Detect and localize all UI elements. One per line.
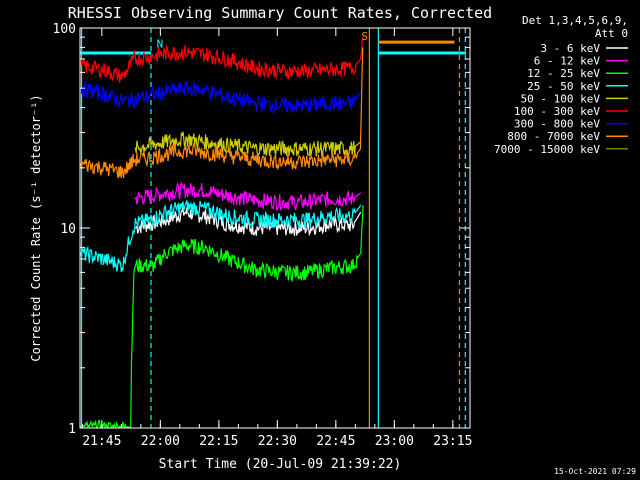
series-line-3 (79, 200, 362, 273)
annotation-1: S (361, 30, 368, 43)
series-5 (79, 37, 364, 83)
series-7 (79, 47, 364, 179)
y-tick-label-1: 10 (60, 222, 76, 237)
x-tick-label-4: 22:45 (316, 434, 355, 449)
y-axis-label: Corrected Count Rate (s⁻¹ detector⁻¹) (29, 94, 43, 361)
x-tick-label-0: 21:45 (82, 434, 121, 449)
y-tick-label-2: 1 (68, 422, 76, 437)
x-tick-label-5: 23:00 (375, 434, 414, 449)
series-line-5 (79, 37, 364, 83)
legend-label-5: 100 - 300 keV (514, 105, 600, 118)
x-tick-label-6: 23:15 (433, 434, 472, 449)
series-line-1 (134, 181, 362, 211)
legend-label-4: 50 - 100 keV (521, 92, 601, 105)
series-1 (134, 181, 362, 211)
series-3 (79, 200, 362, 273)
series-6 (79, 80, 362, 115)
x-axis-label: Start Time (20-Jul-09 21:39:22) (159, 457, 402, 472)
footer-timestamp: 15-Oct-2021 07:29 (554, 467, 636, 476)
legend-label-8: 7000 - 15000 keV (494, 143, 600, 156)
legend-label-6: 300 - 800 keV (514, 118, 600, 131)
series-2 (79, 205, 364, 429)
chart-title: RHESSI Observing Summary Count Rates, Co… (68, 4, 492, 22)
legend-label-0: 3 - 6 keV (540, 42, 600, 55)
x-tick-label-3: 22:30 (258, 434, 297, 449)
y-axis: 100 10 1 (53, 22, 470, 437)
legend-header-line-1: Det 1,3,4,5,6,9, (522, 14, 628, 27)
legend-label-1: 6 - 12 keV (534, 55, 601, 68)
series-4 (134, 131, 362, 158)
series-line-4 (134, 131, 362, 158)
legend-label-2: 12 - 25 keV (527, 67, 600, 80)
legend-header-line-2: Att 0 (595, 27, 628, 40)
y-tick-label-0: 100 (53, 22, 76, 37)
x-tick-label-2: 22:15 (199, 434, 238, 449)
legend-label-3: 25 - 50 keV (527, 80, 600, 93)
series-line-7 (79, 47, 364, 179)
series-line-2 (80, 205, 364, 429)
annotation-0: N (157, 37, 164, 50)
series-line-6 (79, 80, 362, 115)
x-tick-label-1: 22:00 (141, 434, 180, 449)
x-axis: 21:45 22:00 22:15 22:30 22:45 23:00 23:15 (81, 28, 472, 449)
legend-label-7: 800 - 7000 keV (507, 130, 600, 143)
